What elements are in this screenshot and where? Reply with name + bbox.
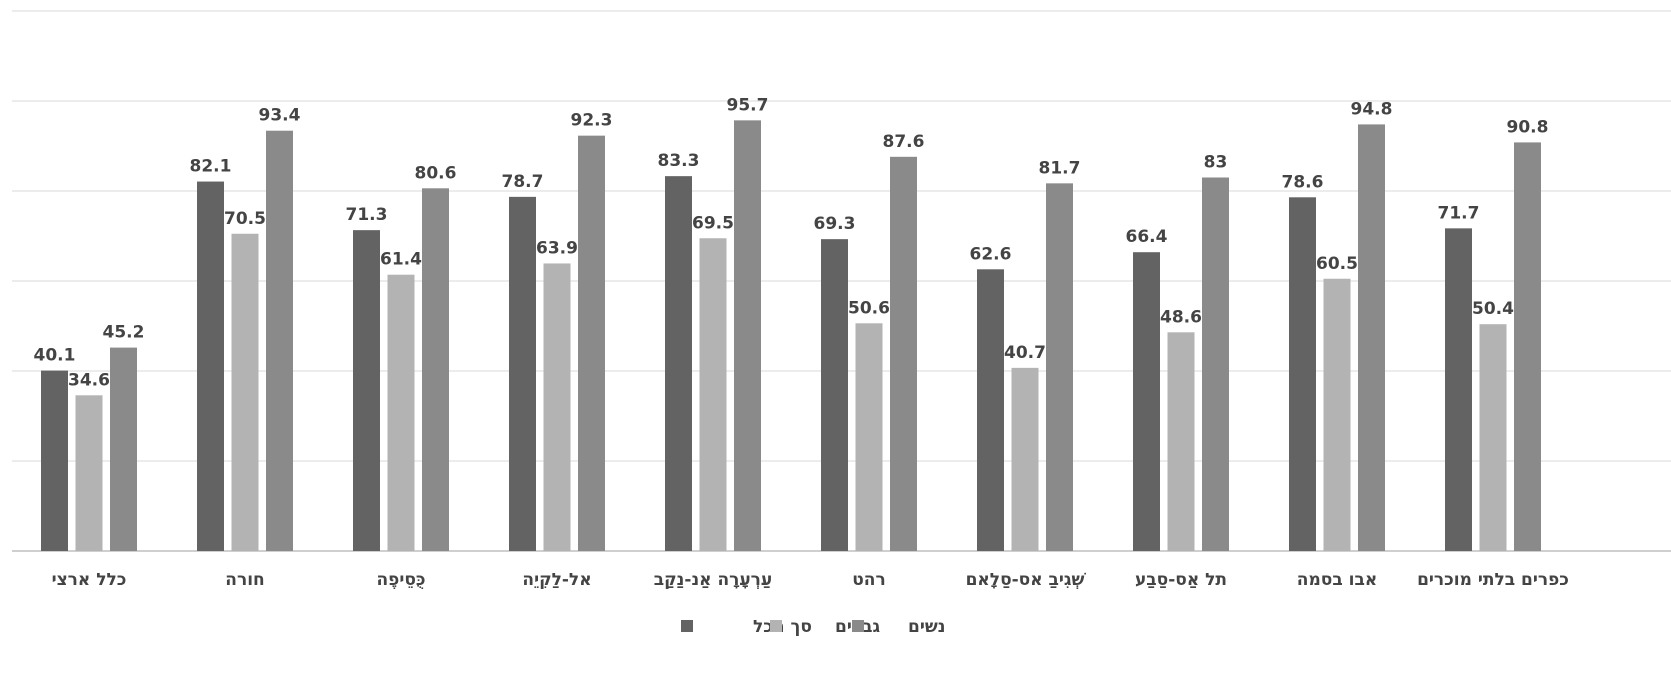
data-label: 50.4	[1472, 299, 1514, 319]
bar	[855, 323, 883, 551]
data-label: 61.4	[380, 250, 422, 270]
data-label: 94.8	[1351, 99, 1393, 119]
data-label: 60.5	[1316, 254, 1358, 274]
data-label: 70.5	[224, 209, 266, 229]
data-label: 66.4	[1126, 227, 1168, 247]
data-label: 82.1	[190, 157, 232, 177]
legend-swatch	[681, 620, 693, 632]
bar	[353, 230, 380, 551]
bar	[699, 238, 727, 551]
bar	[543, 263, 571, 551]
category-label: אל-לַקִיֵה	[522, 570, 591, 590]
bar	[1323, 278, 1351, 551]
data-label: 40.7	[1004, 343, 1046, 363]
data-label: 69.3	[814, 214, 856, 234]
data-label: 69.5	[692, 213, 734, 233]
category-labels: כלל ארצי חורה כֻּסֵיפֶה אל-לַקִיֵה עַרְעָרָה…	[52, 570, 1569, 590]
data-label: 81.7	[1039, 158, 1081, 178]
bar	[1046, 183, 1073, 551]
category-label: רהט	[852, 570, 885, 590]
bar	[1514, 142, 1541, 551]
data-label: 83	[1204, 153, 1228, 173]
data-label: 90.8	[1507, 117, 1549, 137]
data-label: 40.1	[34, 346, 76, 366]
category-label: כלל ארצי	[52, 570, 127, 590]
data-label: 78.7	[502, 172, 544, 192]
bar	[665, 176, 692, 551]
bars	[41, 120, 1541, 552]
data-label: 93.4	[259, 106, 301, 126]
category-label: שְׁגִיבַ אס-סַלָאם	[966, 570, 1087, 590]
data-label: 80.6	[415, 163, 457, 183]
category-label: תל אַס-סַבַע	[1135, 570, 1227, 590]
legend-swatch	[852, 620, 864, 632]
legend-label: נשים	[908, 617, 945, 637]
legend: סך הכלגבריםנשים	[681, 617, 945, 637]
bar	[1445, 228, 1472, 551]
bar	[75, 395, 103, 551]
bar	[1358, 124, 1385, 552]
bar	[977, 269, 1004, 551]
bar	[387, 274, 415, 551]
bar	[1167, 332, 1195, 551]
data-label: 83.3	[658, 151, 700, 171]
category-label: עַרְעָרָה אַנ-נַקַב	[654, 570, 772, 590]
data-label: 95.7	[727, 95, 769, 115]
bar	[1479, 324, 1507, 551]
bar	[1133, 252, 1160, 551]
data-label: 92.3	[571, 111, 613, 131]
data-label: 87.6	[883, 132, 925, 152]
bar	[1202, 177, 1229, 551]
bar	[41, 370, 68, 551]
data-label: 63.9	[536, 238, 578, 258]
bar	[1289, 197, 1316, 552]
data-label: 34.6	[68, 370, 110, 390]
data-labels: 40.1 34.6 45.2 82.1 70.5 93.4 71.3 61.4 80.6 78.7…	[34, 95, 1549, 390]
bar	[1011, 367, 1039, 551]
category-label: כפרים בלתי מוכרים	[1417, 570, 1569, 590]
bar	[422, 188, 449, 552]
bar	[890, 156, 917, 552]
category-label: כֻּסֵיפֶה	[376, 570, 425, 590]
bar	[266, 130, 293, 551]
data-label: 62.6	[970, 244, 1012, 264]
bar	[231, 233, 259, 551]
bar	[821, 239, 848, 551]
category-label: אבו בסמה	[1297, 570, 1377, 590]
data-label: 78.6	[1282, 172, 1324, 192]
data-label: 45.2	[103, 323, 145, 343]
bar	[509, 196, 536, 551]
bar	[734, 120, 761, 551]
legend-label: סך הכל	[753, 617, 812, 637]
bar	[578, 135, 605, 551]
legend-swatch	[770, 620, 782, 632]
data-label: 50.6	[848, 298, 890, 318]
data-label: 71.3	[346, 205, 388, 225]
data-label: 48.6	[1160, 307, 1202, 327]
bar	[110, 347, 137, 551]
category-label: חורה	[225, 570, 264, 590]
bar	[197, 181, 224, 552]
data-label: 71.7	[1438, 203, 1480, 223]
